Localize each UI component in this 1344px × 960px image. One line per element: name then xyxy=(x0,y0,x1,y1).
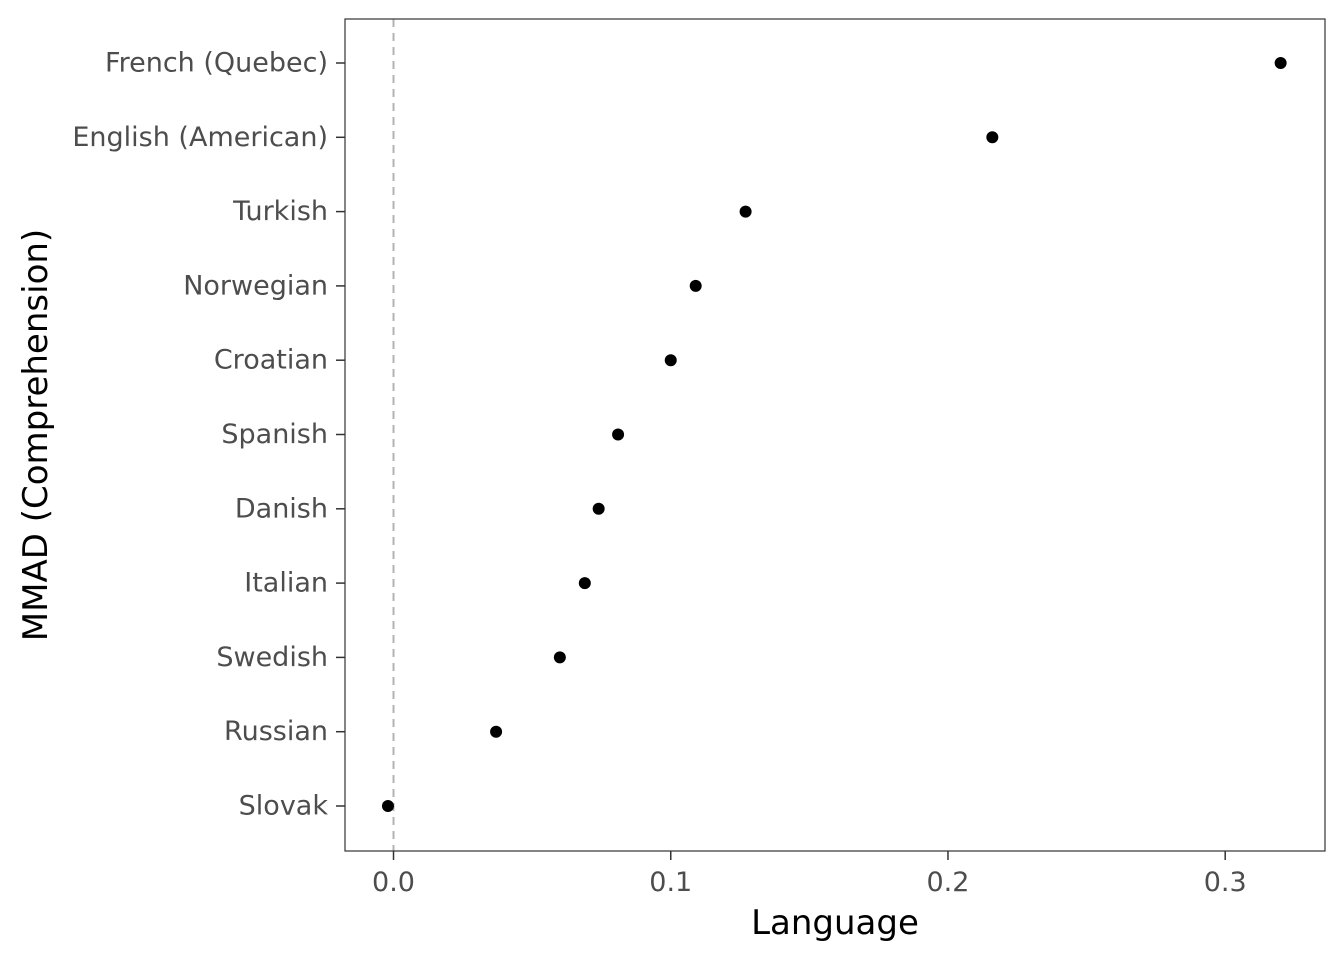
data-point xyxy=(578,577,591,590)
x-tick-label: 0.3 xyxy=(1204,867,1247,898)
y-tick-label: Turkish xyxy=(232,196,328,227)
y-tick-label: Spanish xyxy=(221,419,328,450)
x-tick-label: 0.1 xyxy=(649,867,692,898)
data-point xyxy=(739,205,752,218)
y-tick-label: Danish xyxy=(235,493,328,524)
y-tick-label: Swedish xyxy=(216,642,328,673)
data-point xyxy=(986,131,999,144)
data-points xyxy=(381,57,1287,812)
y-tick-label: Norwegian xyxy=(183,270,328,301)
y-axis-title: MMAD (Comprehension) xyxy=(16,229,56,641)
x-axis-title: Language xyxy=(751,903,919,943)
y-axis: Slovak Russian Swedish Italian Danish Spanish… xyxy=(72,48,345,822)
y-tick-label: French (Quebec) xyxy=(105,48,328,79)
data-point xyxy=(490,725,503,738)
data-point xyxy=(592,502,605,515)
x-axis: 0.0 0.1 0.2 0.3 xyxy=(372,851,1247,898)
x-tick-label: 0.2 xyxy=(926,867,969,898)
data-point xyxy=(612,428,625,441)
y-tick-label: Croatian xyxy=(214,345,328,376)
data-point xyxy=(689,279,702,292)
plot-background xyxy=(345,19,1325,851)
data-point xyxy=(553,651,566,664)
y-tick-label: Slovak xyxy=(239,791,329,822)
data-point xyxy=(1274,57,1287,69)
y-tick-label: Russian xyxy=(224,716,328,747)
y-tick-label: Italian xyxy=(244,568,328,599)
y-tick-label: English (American) xyxy=(72,122,328,153)
x-tick-label: 0.0 xyxy=(372,867,415,898)
data-point xyxy=(664,354,677,367)
data-point xyxy=(381,800,394,812)
